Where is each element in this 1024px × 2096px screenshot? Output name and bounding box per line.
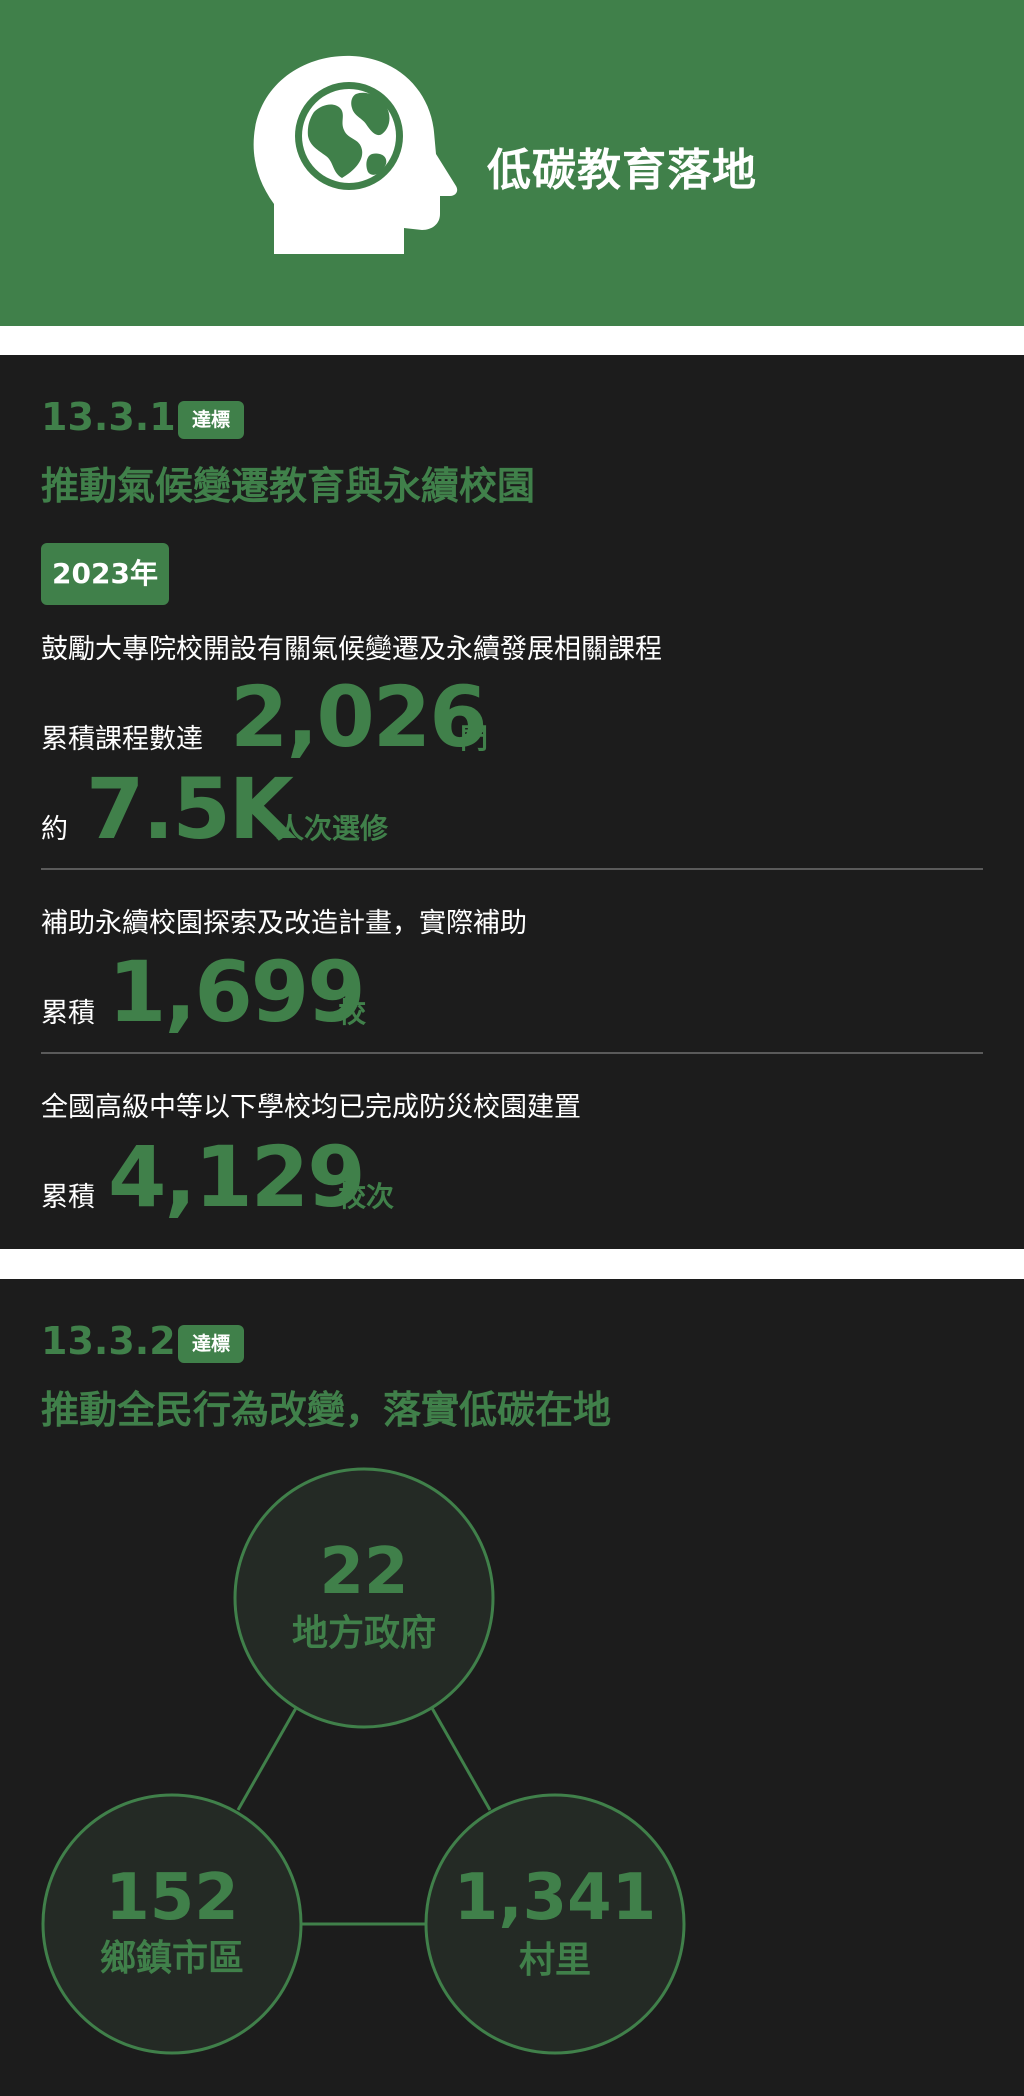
stat-prefix: 累積課程數達 xyxy=(41,724,203,755)
node-value: 1,341 xyxy=(454,1861,656,1935)
node-townships: 152 鄉鎮市區 xyxy=(41,1793,303,2055)
stat-value: 4,129 xyxy=(108,1128,366,1226)
node-label: 地方政府 xyxy=(292,1612,436,1654)
stat-description: 補助永續校園探索及改造計畫，實際補助 xyxy=(41,908,527,939)
status-badge: 達標 xyxy=(178,401,244,439)
divider xyxy=(41,1052,983,1054)
stat-description: 鼓勵大專院校開設有關氣候變遷及永續發展相關課程 xyxy=(41,634,662,665)
stat-value: 2,026 xyxy=(230,668,488,766)
hero-banner: 低碳教育落地 xyxy=(0,0,1024,326)
status-badge: 達標 xyxy=(178,1325,244,1363)
stat-value: 1,699 xyxy=(108,943,366,1041)
head-globe-icon xyxy=(253,55,458,255)
node-label: 村里 xyxy=(519,1940,591,1981)
node-label: 鄉鎮市區 xyxy=(100,1938,244,1979)
stat-prefix: 累積 xyxy=(41,1182,95,1213)
stat-value: 7.5K xyxy=(86,760,294,858)
stat-description: 全國高級中等以下學校均已完成防災校園建置 xyxy=(41,1092,581,1123)
stat-prefix: 累積 xyxy=(41,998,95,1029)
year-badge: 2023年 xyxy=(41,543,169,605)
goal-13-3-1-panel: 13.3.1 達標 推動氣候變遷教育與永續校園 2023年 鼓勵大專院校開設有關… xyxy=(0,355,1024,1249)
government-level-diagram: 22 地方政府 152 鄉鎮市區 1,341 村里 xyxy=(41,1467,686,2055)
divider xyxy=(41,868,983,870)
goal-title: 推動全民行為改變，落實低碳在地 xyxy=(41,1388,612,1432)
page-title: 低碳教育落地 xyxy=(487,145,757,196)
stat-unit: 校 xyxy=(338,996,367,1029)
goal-title: 推動氣候變遷教育與永續校園 xyxy=(41,464,536,508)
node-value: 22 xyxy=(319,1535,408,1609)
node-villages: 1,341 村里 xyxy=(424,1793,686,2055)
goal-number: 13.3.2 xyxy=(41,1319,176,1363)
stat-prefix: 約 xyxy=(41,814,68,845)
node-local-government: 22 地方政府 xyxy=(233,1467,495,1729)
goal-number: 13.3.1 xyxy=(41,395,176,439)
stat-unit: 門 xyxy=(460,722,489,755)
connector-line xyxy=(236,1707,298,1811)
node-value: 152 xyxy=(105,1861,239,1935)
connector-line xyxy=(430,1707,492,1811)
stat-unit: 校次 xyxy=(338,1180,395,1213)
stat-unit: 人次選修 xyxy=(276,812,389,845)
